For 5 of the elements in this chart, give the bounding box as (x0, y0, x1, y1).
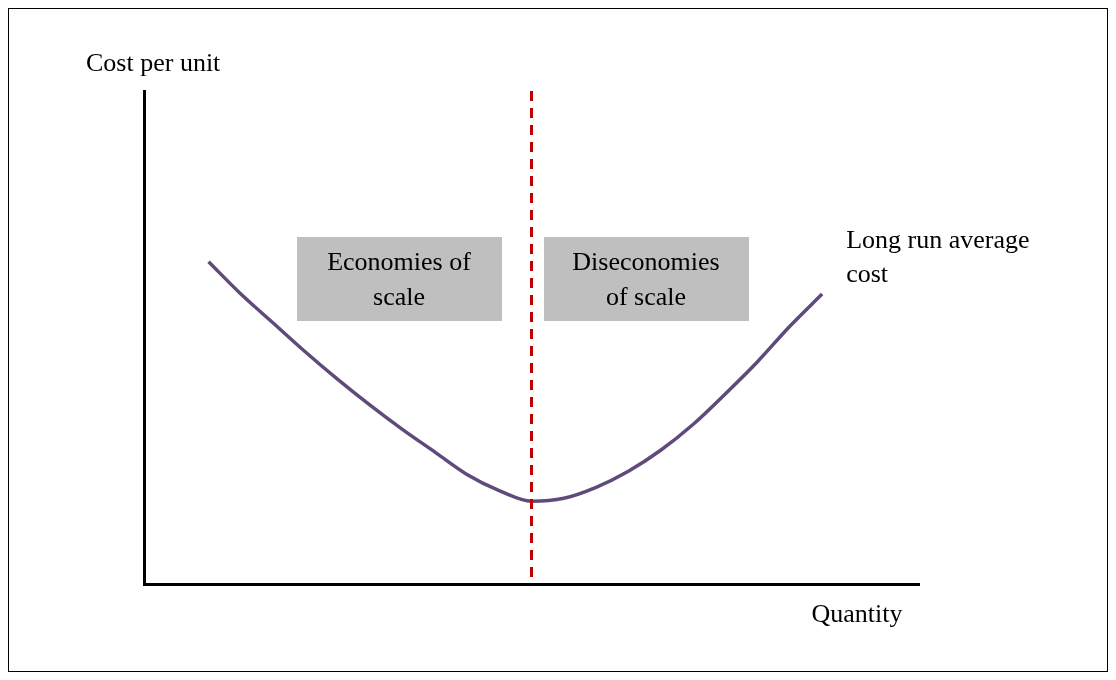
annotation: Diseconomies of scale (571, 246, 721, 313)
text: Cost per unit (86, 48, 222, 77)
x-axis-title: Quantity (811, 599, 903, 628)
annotation: Economies of scale (326, 246, 472, 313)
series-label: Long run average cost (846, 225, 1030, 288)
